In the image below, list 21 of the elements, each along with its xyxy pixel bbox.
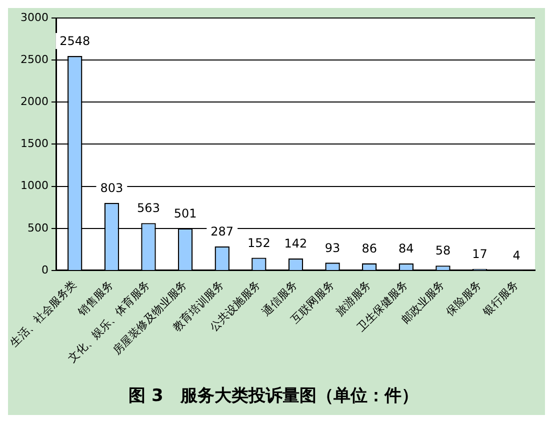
data-label: 84 (398, 242, 414, 256)
y-tick-label: 0 (41, 263, 48, 276)
data-label: 803 (100, 181, 124, 196)
data-label: 142 (284, 236, 308, 251)
y-tick-label: 3000 (20, 10, 48, 24)
data-label: 17 (472, 247, 488, 262)
y-tick-label: 2500 (20, 52, 48, 66)
data-label: 86 (362, 241, 377, 256)
y-tick-label: 500 (27, 221, 48, 234)
y-tick-label: 1500 (20, 137, 48, 150)
y-tick-label: 1000 (20, 179, 48, 192)
data-label: 58 (435, 244, 451, 258)
data-label: 93 (324, 240, 340, 255)
data-label: 563 (137, 201, 160, 216)
data-label: 4 (512, 248, 520, 262)
data-label: 287 (210, 224, 234, 238)
data-label: 501 (174, 206, 197, 220)
text: 图 3 服务大类投诉量图（单位：件） (128, 386, 418, 406)
y-tick-label: 2000 (20, 95, 48, 108)
data-label: 2548 (60, 34, 90, 48)
data-label: 152 (247, 236, 270, 250)
